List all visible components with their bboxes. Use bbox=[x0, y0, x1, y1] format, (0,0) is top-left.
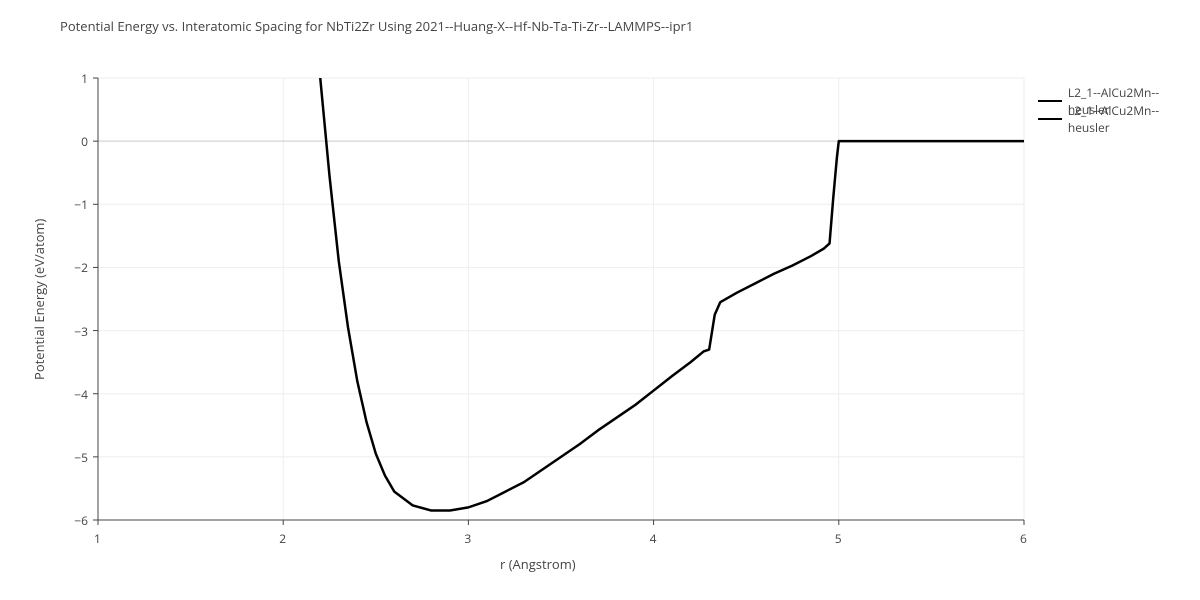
x-tick-label: 1 bbox=[94, 530, 101, 547]
y-tick-label: −1 bbox=[74, 196, 88, 213]
legend-label: L2_1--AlCu2Mn--heusler bbox=[1068, 102, 1200, 136]
x-tick-label: 5 bbox=[835, 530, 842, 547]
y-tick-label: −5 bbox=[74, 449, 88, 466]
y-tick-label: 1 bbox=[81, 70, 88, 87]
x-tick-label: 3 bbox=[464, 530, 471, 547]
y-tick-label: −4 bbox=[74, 386, 88, 403]
legend-swatch bbox=[1038, 118, 1062, 120]
y-tick-label: −6 bbox=[74, 512, 88, 529]
y-tick-label: −2 bbox=[74, 259, 88, 276]
y-tick-label: 0 bbox=[81, 133, 88, 150]
legend-item[interactable]: L2_1--AlCu2Mn--heusler bbox=[1038, 102, 1200, 136]
plot-area bbox=[0, 0, 1200, 600]
series-line bbox=[320, 78, 1024, 511]
y-tick-label: −3 bbox=[74, 323, 88, 340]
x-tick-label: 2 bbox=[279, 530, 286, 547]
x-tick-label: 6 bbox=[1020, 530, 1027, 547]
x-tick-label: 4 bbox=[650, 530, 657, 547]
